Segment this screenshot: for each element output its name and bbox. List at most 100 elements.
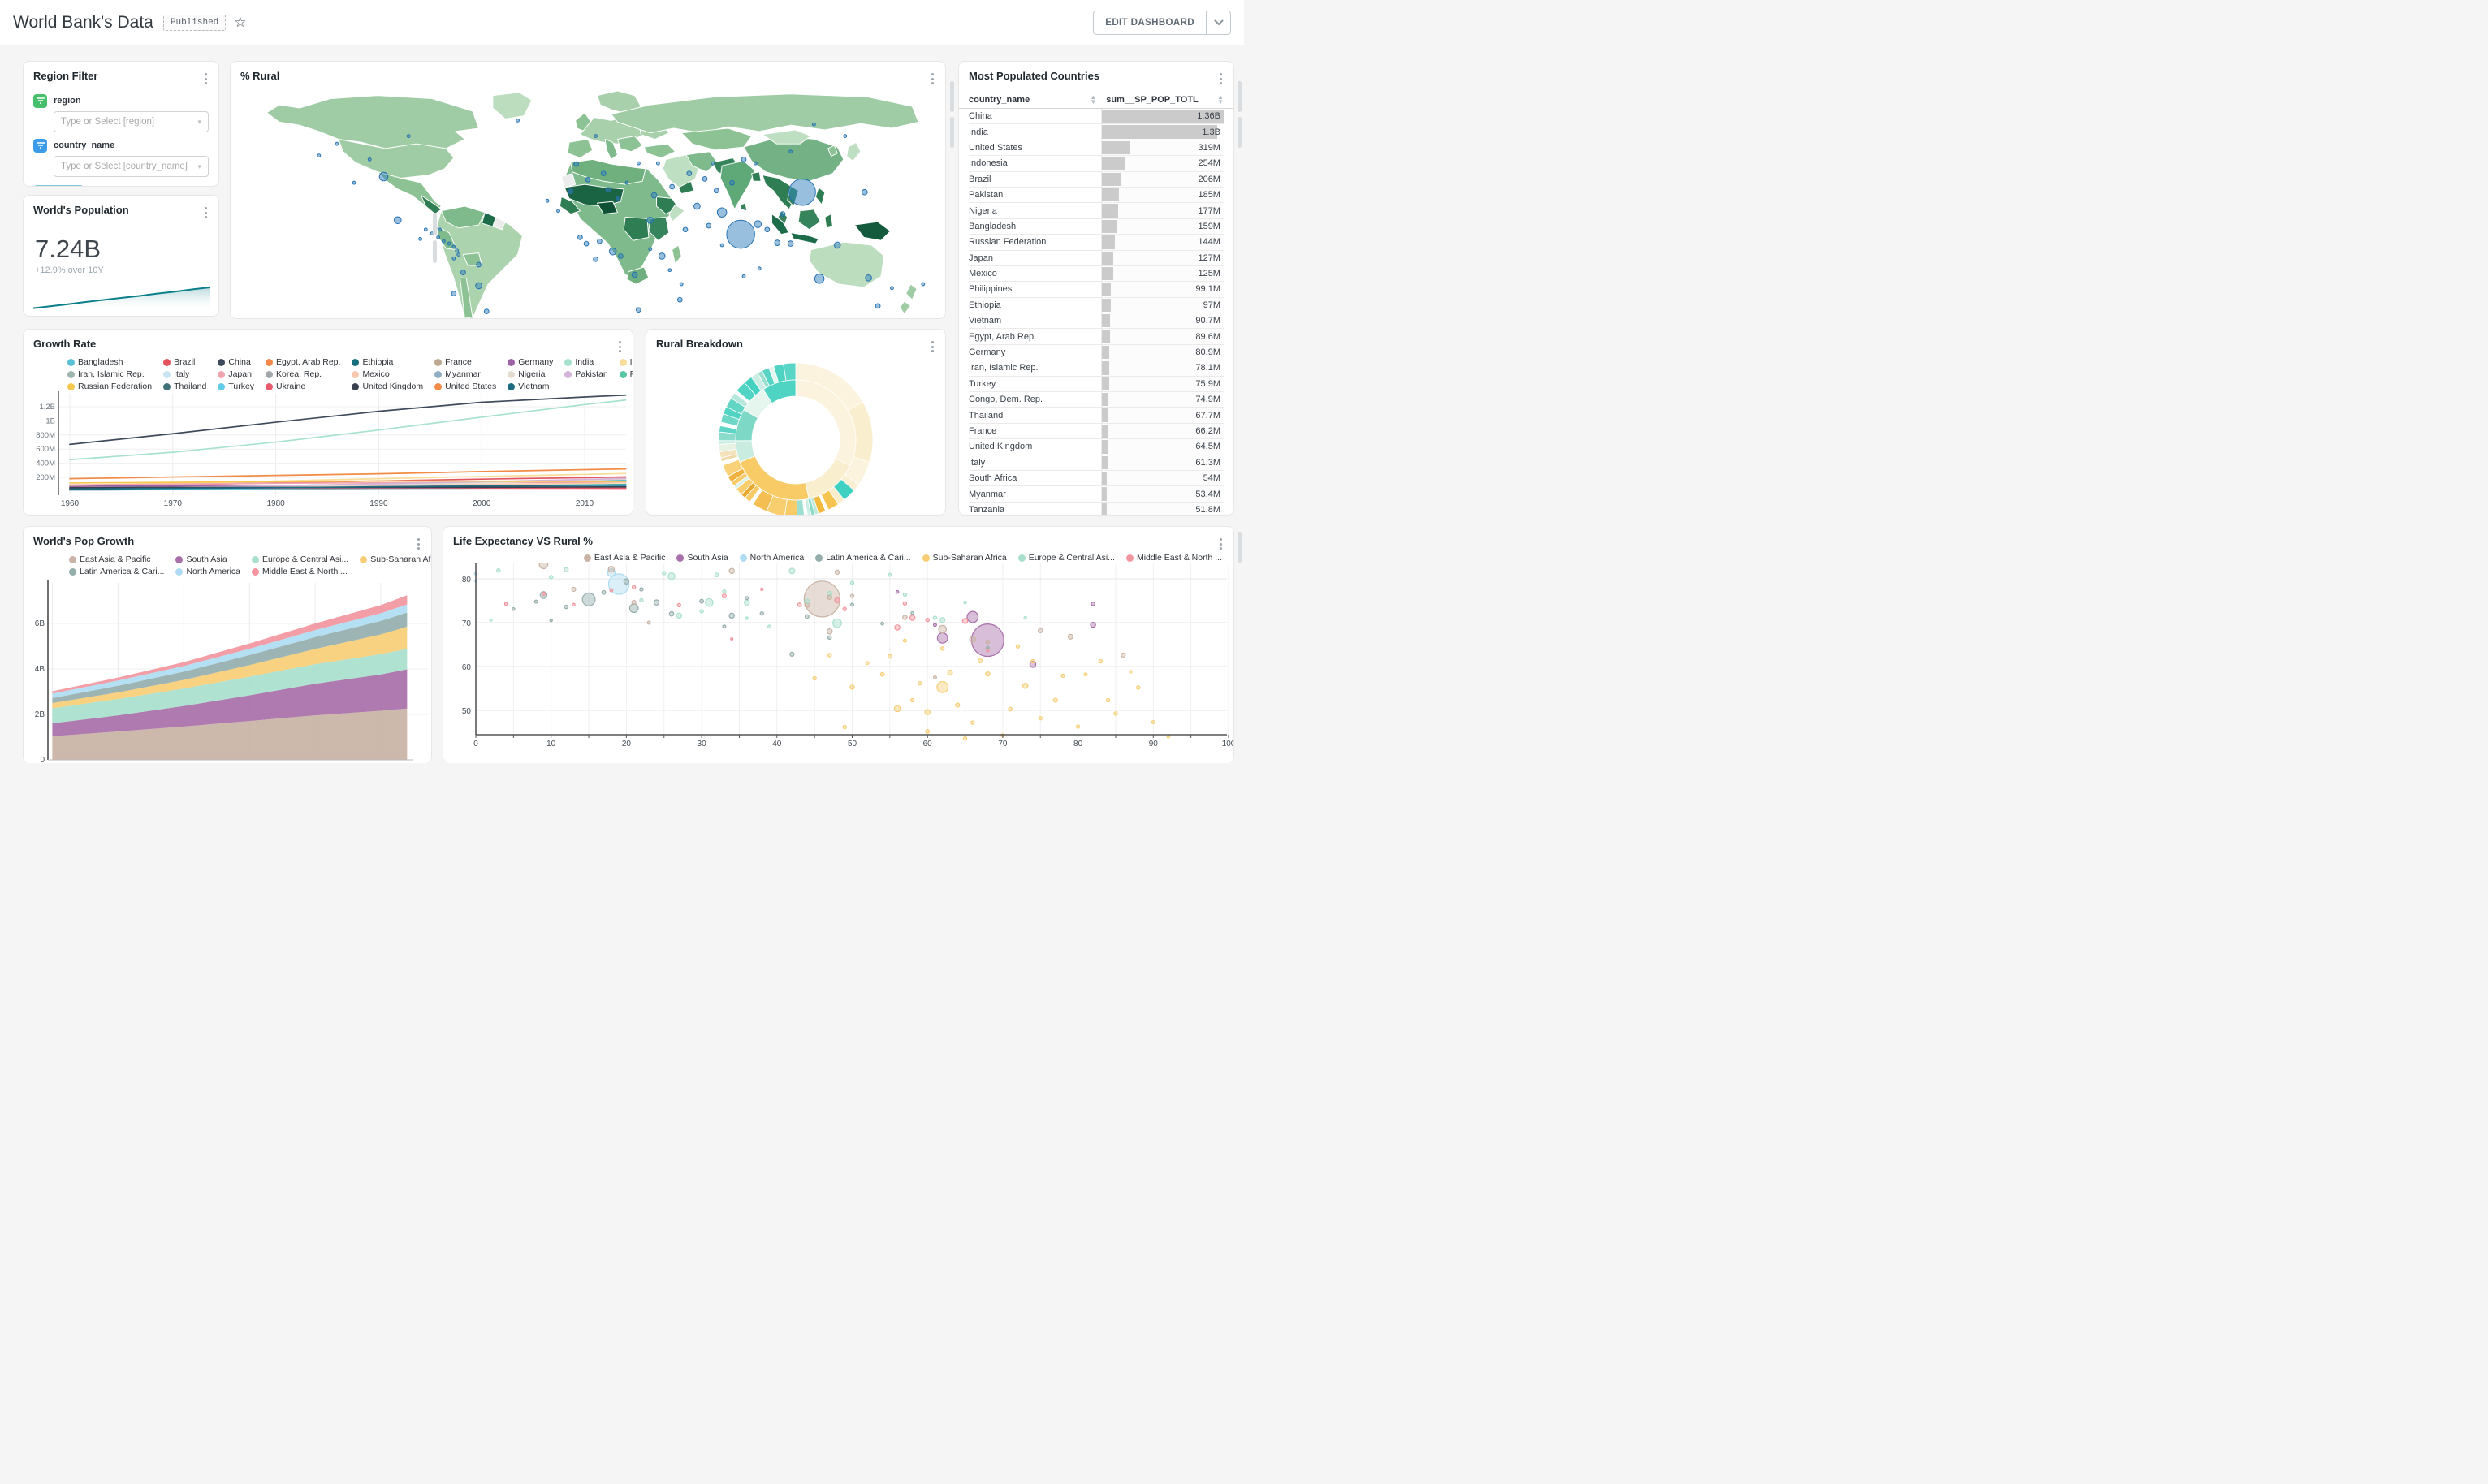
legend-item[interactable]: Middle East & North ...	[1125, 553, 1222, 563]
map-bubble-marker[interactable]	[711, 161, 715, 166]
map-bubble-marker[interactable]	[573, 161, 579, 167]
map-bubble-marker[interactable]	[875, 303, 881, 309]
map-bubble-marker[interactable]	[568, 188, 574, 195]
map-bubble-marker[interactable]	[583, 240, 590, 247]
map-bubble-marker[interactable]	[682, 226, 689, 233]
map-bubble-marker[interactable]	[753, 161, 758, 166]
legend-item[interactable]: France	[434, 357, 496, 367]
legend-item[interactable]: Latin America & Cari...	[69, 567, 164, 576]
legend-item[interactable]: Bangladesh	[67, 357, 152, 367]
legend-item[interactable]: Thailand	[163, 382, 206, 391]
kebab-menu-icon[interactable]	[203, 70, 209, 88]
legend-item[interactable]: United Kingdom	[352, 382, 423, 391]
map-bubble-marker[interactable]	[317, 153, 322, 157]
scrollbar-handle[interactable]	[1238, 81, 1242, 112]
map-bubble-marker[interactable]	[921, 282, 926, 287]
map-bubble-marker[interactable]	[787, 240, 794, 247]
map-bubble-marker[interactable]	[438, 227, 442, 232]
map-bubble-marker[interactable]	[600, 170, 607, 177]
map-bubble-marker[interactable]	[843, 134, 848, 138]
legend-item[interactable]: South Asia	[676, 553, 728, 563]
legend-item[interactable]: Korea, Rep.	[266, 369, 340, 379]
region-select[interactable]: ▾	[54, 111, 209, 132]
resize-handle[interactable]	[433, 213, 437, 235]
map-bubble-marker[interactable]	[451, 256, 456, 261]
map-bubble-marker[interactable]	[658, 252, 666, 260]
map-bubble-marker[interactable]	[774, 239, 781, 246]
map-bubble-marker[interactable]	[516, 119, 520, 123]
map-bubble-marker[interactable]	[616, 196, 620, 201]
edit-dashboard-button[interactable]: EDIT DASHBOARD	[1093, 10, 1207, 35]
map-bubble-marker[interactable]	[594, 134, 598, 138]
map-bubble-marker[interactable]	[597, 238, 603, 244]
map-bubble-marker[interactable]	[741, 157, 747, 162]
legend-item[interactable]: Philippines	[619, 369, 633, 379]
scrollbar-handle[interactable]	[1238, 117, 1242, 148]
map-bubble-marker[interactable]	[865, 274, 872, 282]
map-bubble-marker[interactable]	[605, 187, 611, 193]
map-bubble-marker[interactable]	[367, 157, 372, 162]
kebab-menu-icon[interactable]	[1218, 535, 1224, 553]
map-bubble-marker[interactable]	[788, 178, 816, 206]
map-bubble-marker[interactable]	[702, 176, 708, 182]
legend-item[interactable]: Japan	[218, 369, 254, 379]
map-bubble-marker[interactable]	[636, 161, 641, 166]
map-bubble-marker[interactable]	[451, 244, 456, 249]
map-bubble-marker[interactable]	[676, 296, 683, 303]
map-bubble-marker[interactable]	[617, 253, 624, 259]
legend-item[interactable]: Brazil	[163, 357, 206, 367]
map-bubble-marker[interactable]	[335, 141, 339, 146]
kebab-menu-icon[interactable]	[1218, 70, 1224, 88]
map-bubble-marker[interactable]	[406, 134, 411, 138]
map-bubble-marker[interactable]	[418, 236, 422, 241]
legend-item[interactable]: Germany	[508, 357, 553, 367]
kebab-menu-icon[interactable]	[416, 535, 421, 553]
map-bubble-marker[interactable]	[780, 211, 786, 217]
legend-item[interactable]: Latin America & Cari...	[815, 553, 911, 563]
legend-item[interactable]: East Asia & Pacific	[69, 554, 164, 564]
legend-item[interactable]: United States	[434, 382, 496, 391]
map-bubble-marker[interactable]	[624, 180, 629, 185]
map-bubble-marker[interactable]	[726, 219, 755, 249]
map-bubble-marker[interactable]	[593, 256, 598, 262]
legend-item[interactable]: Ukraine	[266, 382, 340, 391]
map-bubble-marker[interactable]	[861, 188, 868, 196]
map-bubble-marker[interactable]	[716, 207, 728, 218]
map-bubble-marker[interactable]	[352, 180, 356, 185]
map-bubble-marker[interactable]	[693, 202, 701, 210]
legend-item[interactable]: Turkey	[218, 382, 254, 391]
map-bubble-marker[interactable]	[719, 243, 724, 248]
map-bubble-marker[interactable]	[889, 286, 894, 291]
map-bubble-marker[interactable]	[483, 308, 490, 314]
legend-item[interactable]: Myanmar	[434, 369, 496, 379]
legend-item[interactable]: East Asia & Pacific	[583, 553, 665, 563]
map-bubble-marker[interactable]	[811, 122, 816, 127]
legend-item[interactable]: Iran, Islamic Rep.	[67, 369, 152, 379]
country-select-input[interactable]	[61, 162, 198, 171]
world-map[interactable]	[231, 89, 945, 319]
legend-item[interactable]: North America	[175, 567, 240, 576]
favorite-star-icon[interactable]: ☆	[234, 14, 247, 30]
resize-handle[interactable]	[950, 117, 954, 148]
map-bubble-marker[interactable]	[814, 274, 825, 284]
map-bubble-marker[interactable]	[393, 216, 402, 225]
map-bubble-marker[interactable]	[456, 252, 461, 257]
map-bubble-marker[interactable]	[476, 261, 482, 268]
legend-item[interactable]: Middle East & North ...	[252, 567, 348, 576]
map-bubble-marker[interactable]	[667, 268, 672, 273]
resize-handle[interactable]	[950, 81, 954, 112]
legend-item[interactable]: Mexico	[352, 369, 423, 379]
map-bubble-marker[interactable]	[447, 241, 451, 246]
rural-breakdown-sunburst[interactable]	[646, 357, 945, 516]
map-bubble-marker[interactable]	[442, 239, 446, 244]
map-bubble-marker[interactable]	[833, 241, 841, 249]
legend-item[interactable]: Indonesia	[619, 357, 633, 367]
legend-item[interactable]: India	[564, 357, 607, 367]
legend-item[interactable]: Italy	[163, 369, 206, 379]
legend-item[interactable]: South Asia	[175, 554, 240, 564]
map-bubble-marker[interactable]	[646, 216, 654, 224]
map-bubble-marker[interactable]	[729, 179, 735, 186]
map-bubble-marker[interactable]	[577, 235, 583, 240]
apply-button[interactable]: APPLY	[33, 185, 84, 186]
legend-item[interactable]: Europe & Central Asi...	[252, 554, 348, 564]
